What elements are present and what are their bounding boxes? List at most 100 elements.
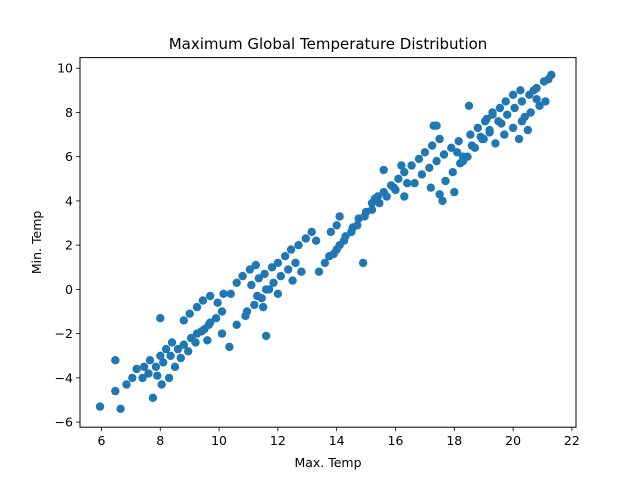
data-point [273,289,283,298]
data-point [428,141,437,150]
data-point [435,190,444,199]
data-point [397,161,406,170]
data-point [166,351,175,360]
data-point [432,156,441,166]
data-point [192,302,202,312]
data-point [500,130,509,139]
data-point [454,137,463,146]
data-point [138,373,147,383]
data-point [276,271,285,281]
data-point [153,371,162,380]
data-point [144,369,153,378]
data-point [261,331,271,341]
data-point [156,314,165,323]
x-tick-label: 10 [211,433,227,448]
y-axis-label: Min. Temp [29,211,44,275]
data-point [259,302,268,312]
data-point [360,212,369,221]
data-point [379,187,388,197]
data-point [132,364,141,374]
data-point [264,285,274,294]
x-tick-label: 8 [156,433,164,448]
data-point [204,320,213,329]
data-point [157,380,166,389]
data-point [491,139,500,148]
data-point [367,205,377,214]
x-tick-label: 20 [505,433,521,448]
data-point [179,316,188,325]
data-point [213,298,222,307]
x-tick-label: 22 [564,433,580,448]
data-point [260,269,269,279]
data-point [544,75,553,84]
data-point [95,402,105,411]
data-point [250,300,259,310]
data-point [288,276,297,285]
data-point [245,265,255,274]
y-tick-label: 2 [65,238,73,253]
data-point [251,260,260,270]
data-point [501,97,510,106]
data-point [179,340,188,349]
data-point [520,112,529,122]
data-point [453,148,462,157]
data-point [294,241,303,250]
data-point [297,267,306,276]
data-point [111,356,120,365]
data-point [508,123,518,133]
y-tick-label: −2 [55,326,73,341]
data-point [435,134,444,144]
data-point [311,236,321,245]
data-point [167,338,177,347]
data-point [394,174,403,183]
x-tick-label: 6 [97,433,105,448]
data-point [488,108,497,117]
x-axis-label: Max. Temp [294,455,361,470]
y-axis-ticks: −6 −4 −2 0 2 4 6 8 10 [55,61,80,430]
y-tick-label: 0 [65,282,73,297]
y-tick-label: −6 [55,415,73,430]
data-point [510,103,519,113]
x-tick-label: 16 [388,433,404,448]
data-point [314,267,324,276]
x-tick-label: 12 [270,433,286,448]
data-point [410,179,419,188]
data-point [156,351,165,360]
data-point [467,141,477,150]
data-point [185,309,194,318]
data-point [425,163,434,172]
data-point [145,356,155,365]
data-point [466,130,475,139]
data-point [426,183,435,192]
data-point [347,227,356,237]
data-point [335,212,344,221]
data-point [503,110,512,119]
x-axis-ticks: 6 8 10 12 14 16 18 20 22 [97,427,580,448]
data-point [269,278,278,287]
y-tick-label: 8 [65,105,73,120]
data-point [254,274,263,283]
data-point [339,236,349,245]
data-point [516,86,525,95]
data-point [320,258,330,268]
data-point [111,386,120,396]
data-point [198,296,208,305]
data-point [197,327,206,336]
data-points [95,70,556,413]
data-point [523,125,532,135]
data-point [307,227,316,237]
y-tick-label: 10 [57,61,73,76]
data-point [464,101,474,111]
data-point [184,347,193,356]
data-point [526,108,535,117]
data-point [332,221,341,230]
data-point [326,227,335,237]
data-point [170,362,180,371]
data-point [128,373,137,383]
data-point [439,150,449,159]
data-point [458,152,468,161]
data-point [429,121,438,130]
data-point [122,380,131,389]
data-point [161,344,171,354]
data-point [517,97,527,106]
